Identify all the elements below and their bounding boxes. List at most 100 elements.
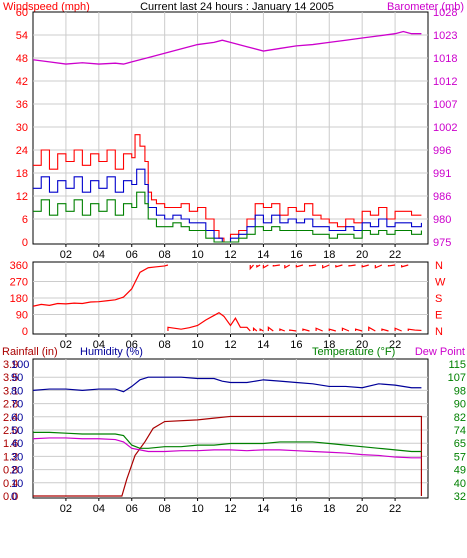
series-direction-seg-28: [401, 264, 409, 268]
series-direction-seg-15: [315, 327, 323, 332]
rain-ytick-3: 1.2: [3, 451, 18, 463]
series-direction-seg-6: [262, 264, 269, 269]
wind-xtick-label-06: 06: [126, 249, 138, 261]
wind-ytick-42: 42: [16, 76, 28, 88]
wind-xtick-label-04: 04: [93, 249, 105, 261]
series-direction-seg-3: [252, 326, 258, 332]
humidity-ytick-2: 20: [11, 465, 23, 477]
rain-ytick-8: 3.1: [3, 385, 18, 397]
wind-ytick-18: 18: [16, 168, 28, 180]
humidity-ytick-7: 70: [11, 399, 23, 411]
rain-ytick-0: 0.0: [3, 491, 18, 503]
barometer-ytick-1002: 1002: [433, 122, 457, 134]
wind-xtick-label-02: 02: [60, 249, 72, 261]
series-direction-seg-0: [32, 264, 169, 307]
rain-xtick-label-06: 06: [126, 503, 138, 515]
wind-ytick-30: 30: [16, 122, 28, 134]
series-direction-seg-12: [295, 264, 304, 268]
wind-xtick-label-22: 22: [389, 249, 401, 261]
rainfall-label: Rainfall (in): [2, 346, 58, 358]
barometer-ytick-1028: 1028: [433, 7, 457, 19]
series-barometer: [32, 30, 422, 65]
series-direction-seg-5: [259, 328, 264, 332]
humidity-ytick-0: 0: [11, 491, 17, 503]
series-direction-seg-4: [256, 264, 261, 268]
rain-xtick-label-14: 14: [257, 503, 269, 515]
barometer-ytick-1023: 1023: [433, 30, 457, 42]
humidity-ytick-9: 90: [11, 372, 23, 384]
series-direction-seg-1: [167, 311, 251, 332]
temperature-label: Temperature (°F): [312, 346, 395, 358]
temp-ytick-6: 82: [454, 412, 466, 424]
rain-xtick-label-04: 04: [93, 503, 105, 515]
wind-ytick-60: 60: [16, 7, 28, 19]
direction-ytick-180: 180: [10, 293, 28, 305]
direction-xtick-label-16: 16: [290, 339, 302, 351]
series-direction-seg-9: [279, 328, 286, 332]
rain-ytick-10: 3.9: [3, 359, 18, 371]
wind-ytick-48: 48: [16, 53, 28, 65]
temp-ytick-8: 98: [454, 385, 466, 397]
rain-ytick-9: 3.5: [3, 372, 18, 384]
series-direction-seg-21: [354, 328, 363, 332]
series-direction-seg-20: [348, 264, 356, 267]
series-gust: [33, 134, 422, 243]
humidity-ytick-4: 40: [11, 438, 23, 450]
temp-ytick-4: 65: [454, 438, 466, 450]
series-direction-seg-13: [302, 328, 310, 332]
rain-xtick-label-10: 10: [191, 503, 203, 515]
direction-ytick-270: 270: [10, 277, 28, 289]
direction-xtick-label-10: 10: [191, 339, 203, 351]
series-direction-seg-2: [249, 264, 254, 271]
direction-xtick-label-14: 14: [257, 339, 269, 351]
wind-ytick-24: 24: [16, 145, 28, 157]
series-direction-seg-17: [328, 328, 336, 332]
rain-xtick-label-16: 16: [290, 503, 302, 515]
temp-ytick-1: 40: [454, 478, 466, 490]
rain-xtick-label-22: 22: [389, 503, 401, 515]
wind-xtick-label-12: 12: [224, 249, 236, 261]
series-direction-seg-7: [267, 326, 274, 332]
rain-xtick-label-20: 20: [356, 503, 368, 515]
barometer-ytick-1007: 1007: [433, 99, 457, 111]
barometer-ytick-986: 986: [433, 191, 451, 203]
temp-ytick-10: 115: [448, 359, 466, 371]
humidity-label: Humidity (%): [80, 346, 143, 358]
wind-xtick-label-08: 08: [159, 249, 171, 261]
barometer-ytick-980: 980: [433, 214, 451, 226]
rain-ytick-4: 1.6: [3, 438, 18, 450]
direction-xtick-label-08: 08: [159, 339, 171, 351]
series-low: [33, 191, 422, 243]
header-center-label: Current last 24 hours : January 14 2005: [140, 1, 334, 13]
series-temperature: [33, 431, 422, 453]
series-direction-seg-24: [374, 264, 383, 269]
series-direction-seg-27: [394, 327, 402, 332]
direction-compass-4: N: [435, 326, 443, 338]
humidity-ytick-5: 50: [11, 425, 23, 437]
wind-ytick-12: 12: [16, 191, 28, 203]
header-right-label: Barometer (mb): [387, 1, 464, 13]
direction-ytick-360: 360: [10, 260, 28, 272]
humidity-ytick-10: 100: [11, 359, 29, 371]
wind-ytick-54: 54: [16, 30, 28, 42]
temp-ytick-7: 90: [454, 399, 466, 411]
humidity-ytick-8: 80: [11, 385, 23, 397]
barometer-ytick-991: 991: [433, 168, 451, 180]
temp-ytick-5: 74: [454, 425, 466, 437]
wind-xtick-label-10: 10: [191, 249, 203, 261]
direction-compass-2: S: [435, 293, 442, 305]
humidity-ytick-3: 30: [11, 451, 23, 463]
wind-xtick-label-18: 18: [323, 249, 335, 261]
series-humidity: [32, 376, 422, 393]
barometer-ytick-1018: 1018: [433, 53, 457, 65]
series-direction-seg-22: [361, 264, 369, 268]
direction-ytick-90: 90: [16, 310, 28, 322]
header-left-label: Windspeed (mph): [3, 1, 90, 13]
rain-xtick-label-12: 12: [224, 503, 236, 515]
wind-ytick-36: 36: [16, 99, 28, 111]
dewpoint-label: Dew Point: [415, 346, 465, 358]
direction-xtick-label-02: 02: [60, 339, 72, 351]
series-direction-seg-25: [381, 328, 389, 332]
rain-ytick-7: 2.8: [3, 399, 18, 411]
direction-compass-3: E: [435, 310, 442, 322]
